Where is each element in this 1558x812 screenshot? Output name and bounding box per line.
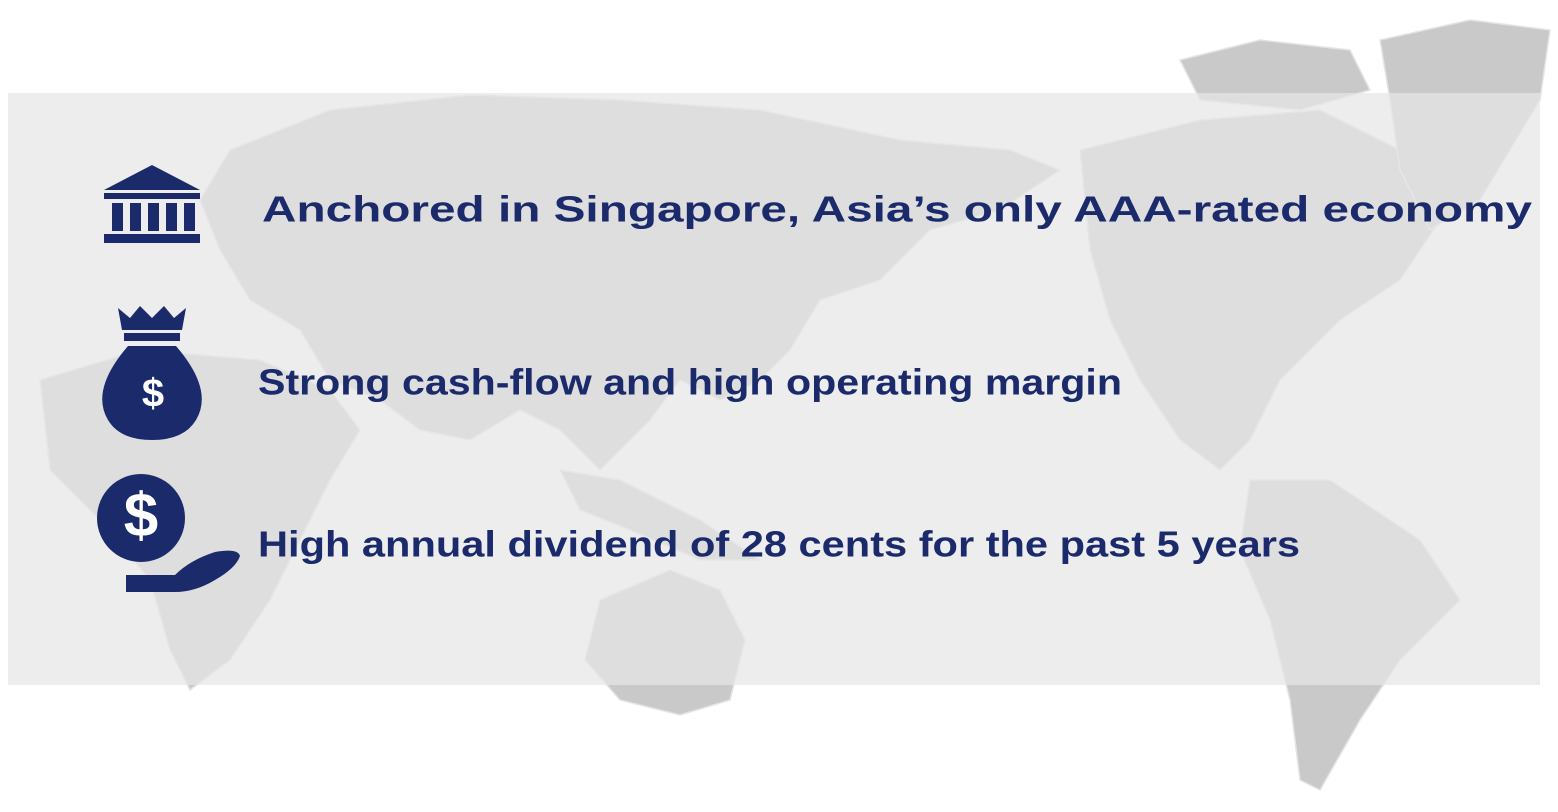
svg-text:$: $ <box>124 481 158 550</box>
item-text: Strong cash-flow and high operating marg… <box>258 362 1122 403</box>
icon-bank <box>104 165 200 243</box>
item-text: High annual dividend of 28 cents for the… <box>258 524 1300 565</box>
icon-dividend-hand: $ <box>97 474 240 592</box>
svg-text:$: $ <box>142 372 164 416</box>
text-band <box>8 93 1540 685</box>
icon-money-bag: $ <box>102 306 202 440</box>
item-text: Anchored in Singapore, Asia’s only AAA-r… <box>262 189 1532 230</box>
